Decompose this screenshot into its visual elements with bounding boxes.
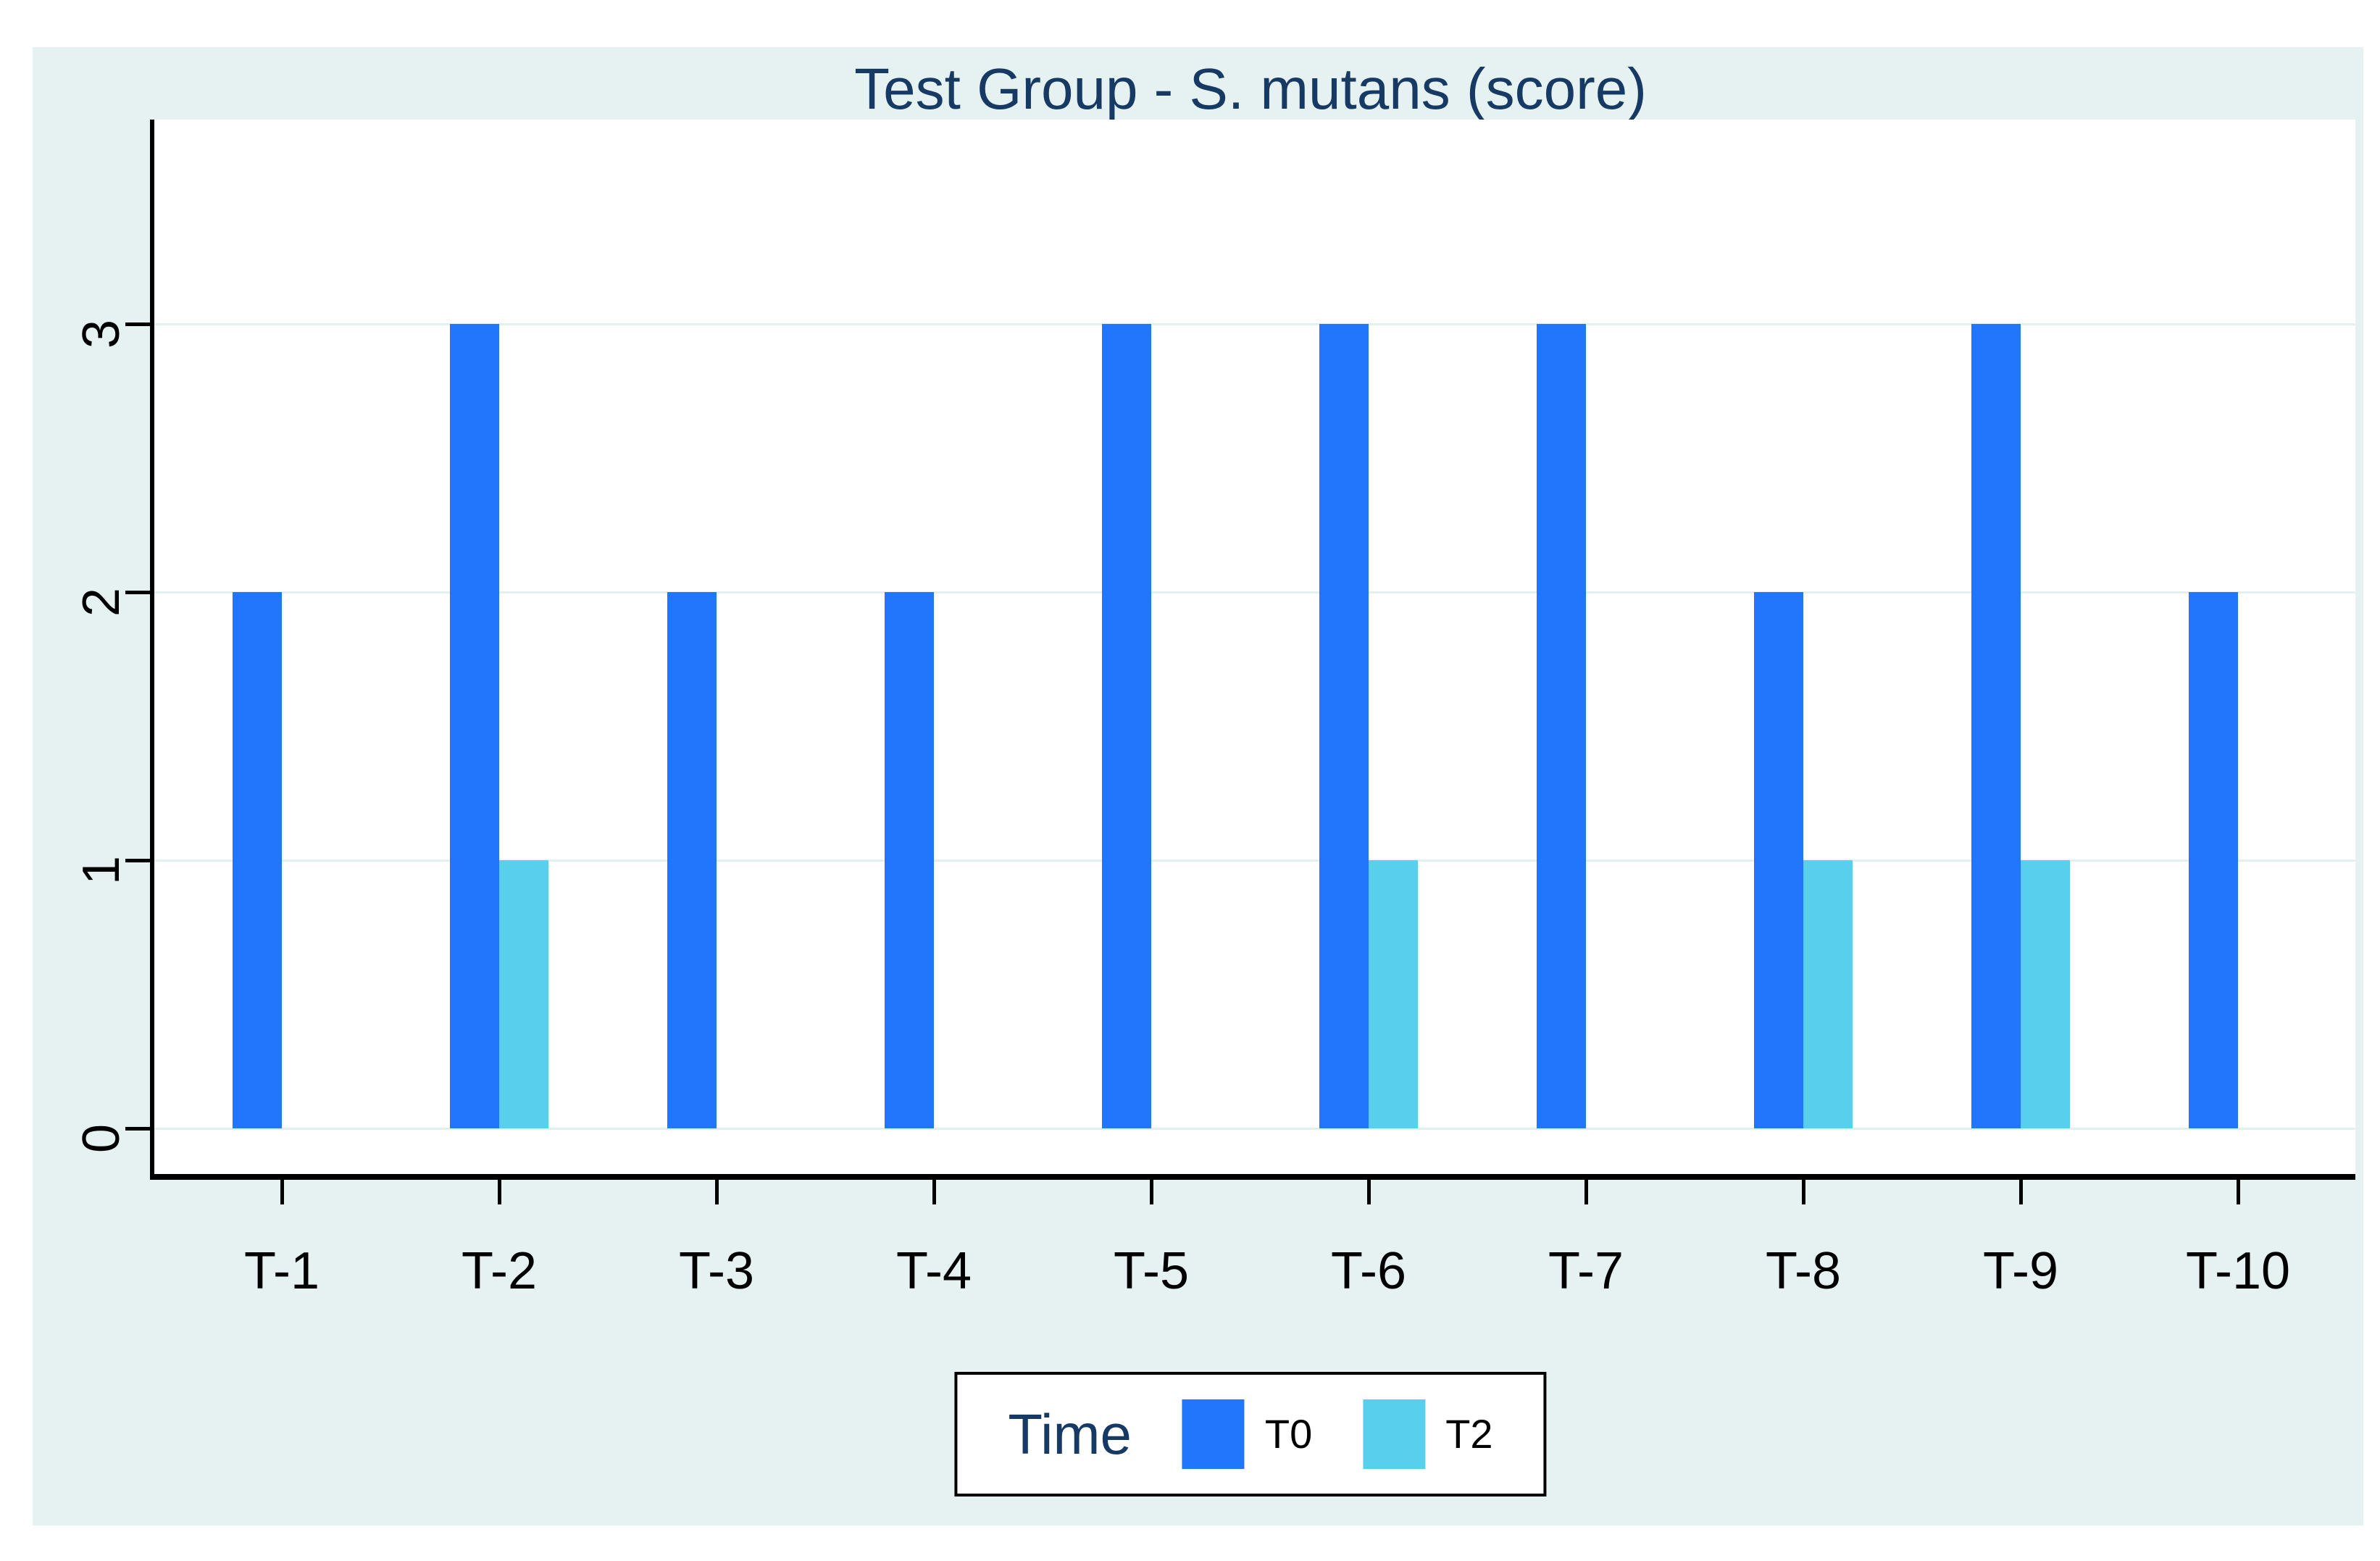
y-tick-label-3: 3 bbox=[72, 319, 130, 349]
x-tick-label-t-3: T-3 bbox=[678, 1242, 755, 1300]
x-tick-t-5 bbox=[1150, 1180, 1153, 1204]
chart-title: Test Group - S. mutans (score) bbox=[854, 57, 1647, 121]
x-tick-t-9 bbox=[2019, 1180, 2023, 1204]
bar-t0-t-1 bbox=[233, 592, 282, 1128]
x-tick-label-t-5: T-5 bbox=[1113, 1242, 1190, 1300]
gridline-y2 bbox=[154, 591, 2355, 594]
bar-t0-t-2 bbox=[450, 324, 499, 1128]
legend-label-t2: T2 bbox=[1445, 1411, 1493, 1457]
bar-t0-t-9 bbox=[1971, 324, 2021, 1128]
y-tick-label-2: 2 bbox=[72, 587, 130, 617]
bar-t0-t-3 bbox=[667, 592, 717, 1128]
gridline-y0 bbox=[154, 1128, 2355, 1130]
x-tick-t-10 bbox=[2237, 1180, 2240, 1204]
legend-key-t2: T2 bbox=[1363, 1399, 1493, 1469]
bar-t2-t-2 bbox=[499, 860, 548, 1128]
legend-key-t0: T0 bbox=[1182, 1399, 1312, 1469]
bar-t2-t-8 bbox=[1803, 860, 1853, 1128]
y-tick-2 bbox=[125, 591, 150, 594]
gridline-y3 bbox=[154, 323, 2355, 325]
x-tick-t-4 bbox=[932, 1180, 936, 1204]
plot-area bbox=[150, 120, 2355, 1180]
x-tick-label-t-9: T-9 bbox=[1982, 1242, 2059, 1300]
x-tick-label-t-7: T-7 bbox=[1548, 1242, 1624, 1300]
x-tick-t-1 bbox=[280, 1180, 284, 1204]
y-tick-3 bbox=[125, 322, 150, 326]
gridline-y1 bbox=[154, 859, 2355, 862]
x-tick-label-t-4: T-4 bbox=[895, 1242, 972, 1300]
bar-t2-t-6 bbox=[1369, 860, 1418, 1128]
x-tick-t-7 bbox=[1584, 1180, 1588, 1204]
y-tick-label-0: 0 bbox=[72, 1123, 130, 1154]
x-tick-label-t-6: T-6 bbox=[1330, 1242, 1407, 1300]
bar-t0-t-5 bbox=[1102, 324, 1151, 1128]
x-tick-label-t-10: T-10 bbox=[2185, 1242, 2291, 1300]
y-tick-1 bbox=[125, 859, 150, 862]
x-tick-label-t-8: T-8 bbox=[1765, 1242, 1842, 1300]
y-tick-0 bbox=[125, 1127, 150, 1131]
x-tick-t-6 bbox=[1367, 1180, 1371, 1204]
bar-t0-t-6 bbox=[1319, 324, 1369, 1128]
y-tick-label-1: 1 bbox=[72, 855, 130, 886]
x-tick-t-3 bbox=[715, 1180, 719, 1204]
bar-t0-t-8 bbox=[1754, 592, 1803, 1128]
bar-t0-t-10 bbox=[2189, 592, 2238, 1128]
bar-t0-t-7 bbox=[1537, 324, 1586, 1128]
legend-swatch-t2 bbox=[1363, 1399, 1426, 1469]
legend-label-t0: T0 bbox=[1264, 1411, 1313, 1457]
legend: Time T0 T2 bbox=[954, 1372, 1547, 1497]
legend-title: Time bbox=[1008, 1402, 1132, 1466]
bar-t0-t-4 bbox=[885, 592, 934, 1128]
x-tick-t-2 bbox=[498, 1180, 501, 1204]
bar-t2-t-9 bbox=[2021, 860, 2070, 1128]
chart-canvas: Test Group - S. mutans (score) 0 1 2 3 T-1 T… bbox=[33, 47, 2363, 1525]
x-tick-label-t-1: T-1 bbox=[243, 1242, 320, 1300]
x-tick-t-8 bbox=[1802, 1180, 1805, 1204]
legend-swatch-t0 bbox=[1182, 1399, 1245, 1469]
x-tick-label-t-2: T-2 bbox=[461, 1242, 538, 1300]
